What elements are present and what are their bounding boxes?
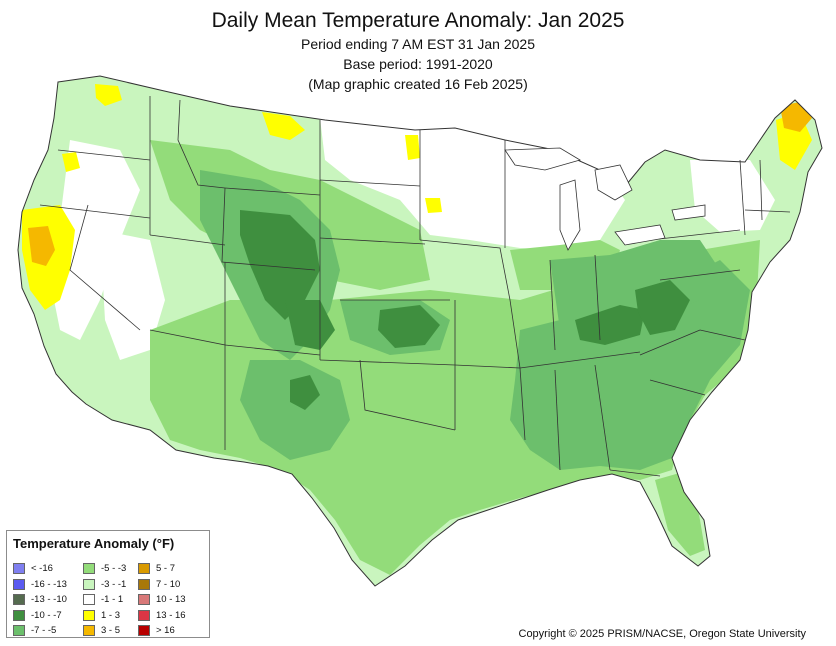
base-period-text: Base period: 1991-2020	[343, 56, 493, 72]
anomaly-region-minus10-minus7-colorado	[285, 300, 335, 350]
map-title: Daily Mean Temperature Anomaly: Jan 2025	[211, 9, 625, 32]
legend-label: -13 - -10	[31, 594, 67, 606]
legend-swatch	[83, 563, 95, 575]
legend-label: -16 - -13	[31, 578, 67, 590]
legend-swatch	[83, 609, 95, 621]
legend-item: > 16	[138, 623, 186, 639]
legend-label: -10 - -7	[31, 609, 62, 621]
anomaly-region-minus10-minus7-kansas	[378, 305, 440, 348]
legend-label: < -16	[31, 563, 53, 575]
anomaly-region-minus10-minus7-wyoming	[240, 210, 320, 320]
legend-label: 10 - 13	[156, 594, 186, 606]
anomaly-region-plus1-plus3-washington	[95, 84, 122, 106]
legend-swatch	[13, 563, 25, 575]
anomaly-region-minus10-minus7-kentucky	[575, 305, 645, 345]
legend-swatch	[13, 594, 25, 606]
anomaly-region-minus10-minus7-west-virginia	[635, 280, 690, 335]
legend-swatch	[83, 578, 95, 590]
legend-item: 5 - 7	[138, 561, 186, 577]
legend-column-2: -5 - -3 -3 - -1 -1 - 1 1 - 3 3 - 5	[83, 561, 126, 639]
temperature-legend: Temperature Anomaly (°F) < -16 -16 - -13 -…	[6, 530, 210, 638]
legend-swatch	[138, 594, 150, 606]
legend-item: 7 - 10	[138, 577, 186, 593]
legend-label: 1 - 3	[101, 609, 121, 621]
legend-swatch	[138, 625, 150, 637]
legend-swatch	[138, 578, 150, 590]
legend-label: -5 - -3	[101, 563, 127, 575]
legend-swatch	[13, 578, 25, 590]
state-boundaries	[39, 96, 791, 477]
anomaly-region-plus1-plus3-minnesota	[405, 135, 420, 160]
legend-swatch	[138, 609, 150, 621]
anomaly-region-plus1-plus3-oregon	[62, 152, 80, 172]
legend-label: -3 - -1	[101, 578, 127, 590]
legend-item: 3 - 5	[83, 623, 126, 639]
legend-label: -7 - -5	[31, 625, 57, 637]
legend-item: -7 - -5	[13, 623, 67, 639]
anomaly-region-near-normal-west	[50, 140, 140, 340]
anomaly-region-plus1-plus3-montana	[262, 112, 305, 140]
legend-item: -1 - 1	[83, 592, 126, 608]
anomaly-region-minus10-minus7-new-mexico	[290, 375, 320, 410]
anomaly-region-minus7-minus5-southeast	[510, 260, 750, 470]
legend-swatch	[83, 594, 95, 606]
anomaly-region-near-normal-northeast	[690, 160, 775, 232]
anomaly-region-minus7-minus5-appalachia	[550, 240, 720, 335]
legend-item: -16 - -13	[13, 577, 67, 593]
legend-swatch	[138, 563, 150, 575]
legend-swatch	[83, 625, 95, 637]
legend-item: -5 - -3	[83, 561, 126, 577]
anomaly-region-minus7-minus5-southwest	[240, 360, 350, 460]
map-titles: Daily Mean Temperature Anomaly: Jan 2025…	[0, 8, 836, 94]
legend-label: > 16	[156, 625, 175, 637]
legend-swatch	[13, 625, 25, 637]
legend-label: 3 - 5	[101, 625, 121, 637]
anomaly-region-plus1-plus3-south-dakota	[425, 198, 442, 213]
created-date-text: (Map graphic created 16 Feb 2025)	[308, 76, 528, 92]
legend-column-1: < -16 -16 - -13 -13 - -10 -10 - -7 -7 - -5	[13, 561, 67, 639]
legend-label: 13 - 16	[156, 609, 186, 621]
anomaly-region-plus3-plus5-california	[28, 226, 55, 266]
legend-item: 10 - 13	[138, 592, 186, 608]
period-text: Period ending 7 AM EST 31 Jan 2025	[300, 36, 535, 52]
legend-item: -10 - -7	[13, 608, 67, 624]
legend-title: Temperature Anomaly (°F)	[13, 536, 175, 551]
legend-swatch	[13, 609, 25, 621]
legend-item: -3 - -1	[83, 577, 126, 593]
legend-column-3: 5 - 7 7 - 10 10 - 13 13 - 16 > 16	[138, 561, 186, 639]
legend-label: -1 - 1	[101, 594, 124, 606]
legend-item: 13 - 16	[138, 608, 186, 624]
legend-label: 5 - 7	[156, 563, 176, 575]
legend-item: < -16	[13, 561, 67, 577]
legend-label: 7 - 10	[156, 578, 181, 590]
anomaly-region-near-normal-nevada	[100, 230, 165, 360]
legend-item: 1 - 3	[83, 608, 126, 624]
great-lakes	[504, 147, 706, 251]
legend-item: -13 - -10	[13, 592, 67, 608]
copyright-text: Copyright © 2025 PRISM/NACSE, Oregon Sta…	[518, 628, 807, 640]
